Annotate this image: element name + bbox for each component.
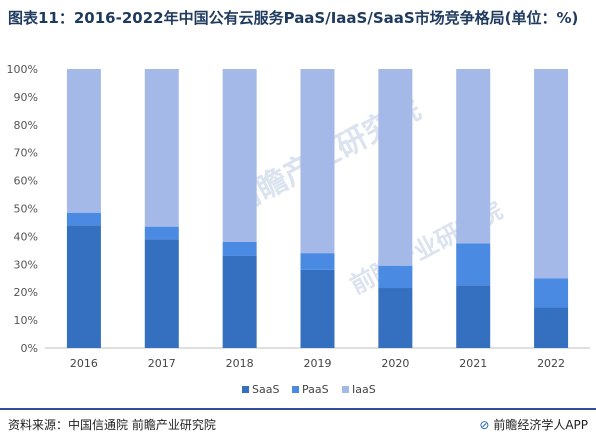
bar-iaas <box>456 69 491 244</box>
brand-logo-icon: ⊘ <box>479 418 490 432</box>
x-tick-label: 2020 <box>381 357 409 370</box>
bar-iaas <box>534 69 569 279</box>
y-tick-label: 30% <box>14 258 38 271</box>
y-tick-label: 80% <box>14 119 38 132</box>
bar-saas <box>534 307 569 348</box>
bar-saas <box>144 239 179 348</box>
bar-iaas <box>222 69 257 242</box>
bar-saas <box>300 269 335 348</box>
x-tick-label: 2021 <box>459 357 487 370</box>
bar-saas <box>66 225 101 348</box>
y-tick-label: 90% <box>14 91 38 104</box>
x-tick-label: 2018 <box>226 357 254 370</box>
source-note: 资料来源：中国信通院 前瞻产业研究院 <box>8 418 216 432</box>
bar-paas <box>222 241 257 256</box>
y-tick-label: 0% <box>21 342 38 355</box>
bar-paas <box>378 265 413 289</box>
bar-saas <box>222 255 257 348</box>
bar-iaas <box>144 69 179 227</box>
legend-label-iaas: IaaS <box>352 383 376 396</box>
bar-paas <box>144 226 179 240</box>
legend-label-paas: PaaS <box>302 383 329 396</box>
x-tick-label: 2022 <box>537 357 565 370</box>
bar-iaas <box>66 69 101 213</box>
legend-label-saas: SaaS <box>252 383 279 396</box>
x-tick-label: 2016 <box>70 357 98 370</box>
legend-swatch-iaas <box>342 386 349 393</box>
legend-swatch-paas <box>292 386 299 393</box>
bar-saas <box>378 288 413 348</box>
y-tick-label: 70% <box>14 147 38 160</box>
brand-name: 前瞻经济学人APP <box>493 418 588 432</box>
y-tick-label: 40% <box>14 230 38 243</box>
bar-saas <box>456 285 491 348</box>
y-tick-label: 100% <box>7 63 38 76</box>
brand: ⊘ 前瞻经济学人APP <box>479 416 588 433</box>
x-tick-label: 2019 <box>304 357 332 370</box>
legend-swatch-saas <box>242 386 249 393</box>
y-tick-label: 60% <box>14 175 38 188</box>
bar-iaas <box>300 69 335 254</box>
bar-iaas <box>378 69 413 266</box>
footer: 资料来源：中国信通院 前瞻产业研究院 ⊘ 前瞻经济学人APP <box>0 408 596 440</box>
y-tick-label: 50% <box>14 203 38 216</box>
bar-paas <box>300 253 335 270</box>
bar-paas <box>456 243 491 286</box>
chart-title: 图表11：2016-2022年中国公有云服务PaaS/IaaS/SaaS市场竞争… <box>8 9 579 27</box>
stacked-bar-chart: 前瞻产业研究院前瞻产业研究院0%10%20%30%40%50%60%70%80%… <box>7 63 590 396</box>
bar-paas <box>534 278 569 308</box>
y-tick-label: 10% <box>14 314 38 327</box>
bar-paas <box>66 212 101 226</box>
y-tick-label: 20% <box>14 286 38 299</box>
x-tick-label: 2017 <box>148 357 176 370</box>
